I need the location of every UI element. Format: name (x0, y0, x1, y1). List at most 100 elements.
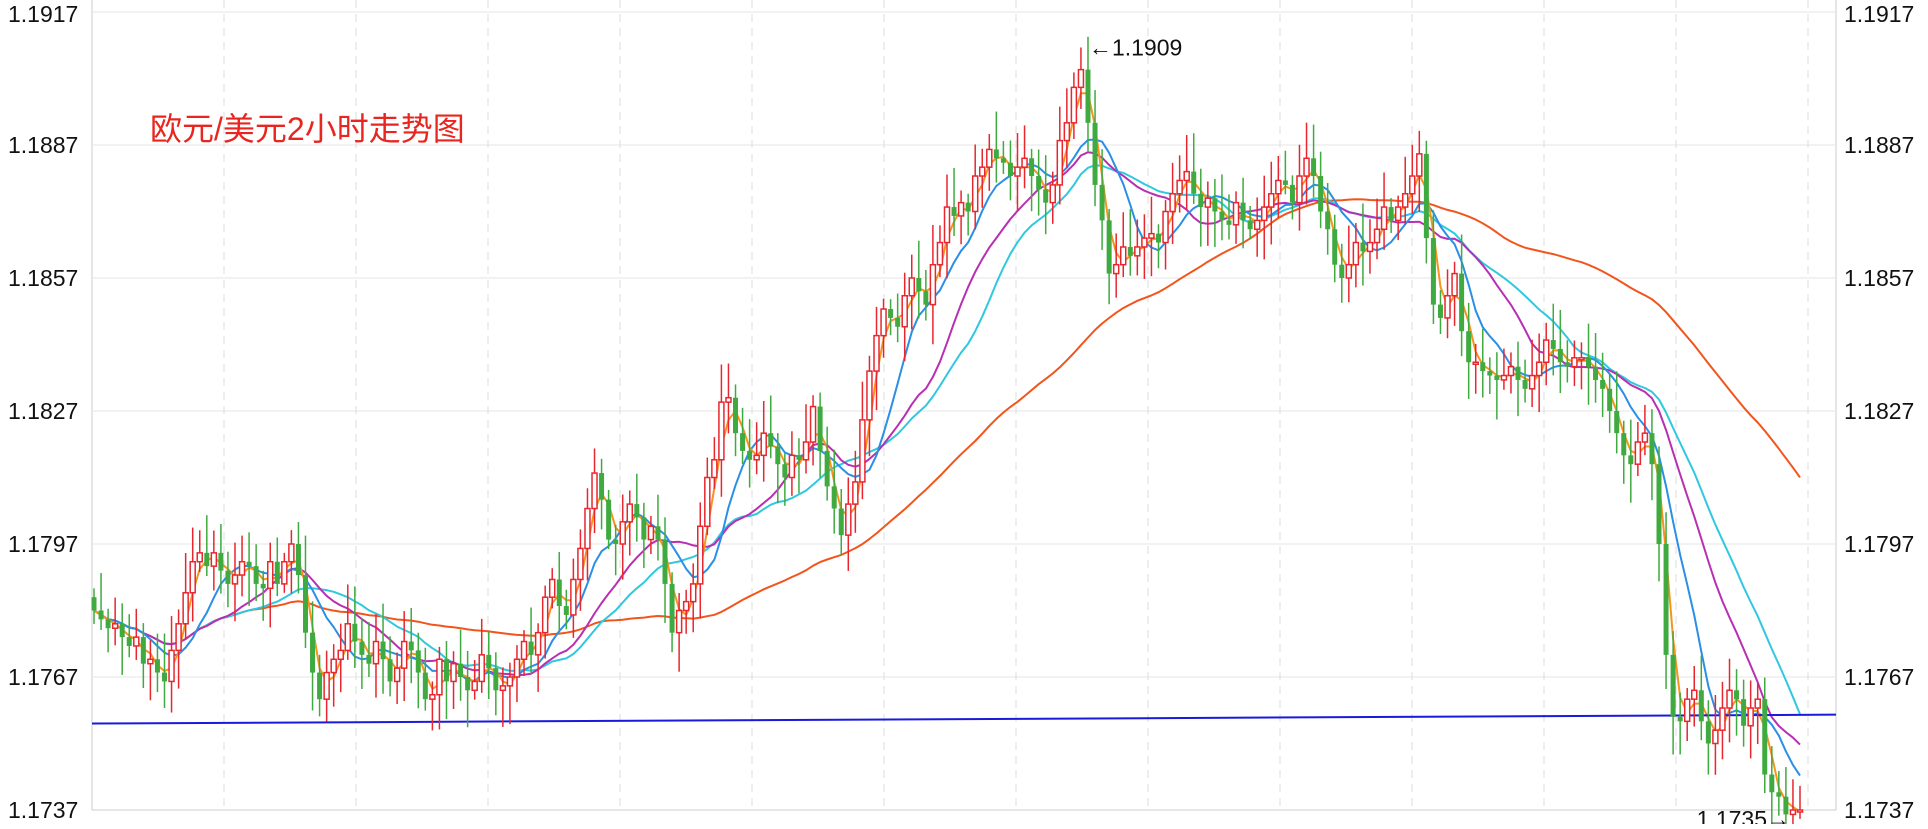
candle-down (1092, 122, 1098, 185)
candle-down (1769, 774, 1775, 793)
candle-up (1726, 689, 1733, 709)
candle-up (1507, 365, 1515, 377)
candle-up (189, 560, 196, 594)
candle-up (541, 596, 549, 634)
candle-down (1698, 690, 1704, 722)
candle-up (1253, 219, 1261, 230)
candle-up (859, 419, 866, 483)
candle-down (1311, 158, 1317, 177)
candle-up (196, 552, 203, 563)
candle-up (1535, 361, 1543, 377)
candle-up (175, 623, 182, 652)
candle-up (520, 640, 528, 661)
candle-up (133, 636, 140, 647)
candle-down (352, 623, 358, 642)
candle-up (266, 560, 274, 590)
candle-up (1296, 175, 1303, 204)
candle-down (1550, 340, 1556, 349)
y-tick-label-right: 1.1827 (1844, 398, 1914, 424)
candle-up (1112, 263, 1120, 275)
candle-up (711, 459, 718, 479)
candle-down (923, 291, 929, 305)
candle-up (513, 658, 521, 678)
candle-down (408, 641, 414, 651)
candle-up (1691, 689, 1698, 700)
y-tick-label-left: 1.1857 (8, 265, 78, 291)
candle-down (1007, 162, 1013, 177)
candle-down (140, 637, 146, 664)
candle-up (1578, 357, 1585, 361)
candle-up (1409, 175, 1416, 195)
candle-down (1741, 699, 1747, 726)
candle-up (788, 454, 796, 479)
candle-up (1571, 357, 1578, 368)
candle-down (993, 149, 999, 159)
candle-up (802, 441, 810, 461)
candle-up (986, 148, 993, 168)
candle-down (669, 583, 675, 633)
candle-down (528, 641, 534, 655)
candle-up (1683, 698, 1691, 723)
candle-down (1600, 379, 1606, 389)
candle-up (1380, 206, 1388, 230)
candle-up (718, 401, 725, 461)
y-tick-label-right: 1.1917 (1844, 1, 1914, 27)
candle-down (838, 508, 844, 536)
candle-down (1515, 366, 1521, 380)
candle-up (182, 592, 189, 625)
candle-down (1522, 379, 1528, 389)
ma-purple-line (93, 151, 1801, 746)
candle-up (753, 454, 760, 461)
candle-down (831, 486, 837, 509)
candle-down (1663, 544, 1669, 655)
y-tick-label-left: 1.1917 (8, 1, 78, 27)
candle-up (619, 521, 626, 545)
candle-down (1029, 158, 1035, 177)
candle-down (1437, 304, 1443, 318)
candle-down (1628, 455, 1634, 465)
y-tick-label-left: 1.1797 (8, 531, 78, 557)
candle-up (1641, 432, 1649, 443)
candle-down (1593, 366, 1599, 380)
candle-down (662, 539, 668, 584)
candle-down (1219, 211, 1225, 221)
candle-up (288, 543, 295, 563)
candle-down (1586, 357, 1592, 367)
candle-up (577, 547, 584, 581)
candle-down (1198, 193, 1204, 208)
candle-up (936, 241, 944, 266)
candle-down (1155, 233, 1161, 243)
candle-up (584, 507, 591, 550)
candle-down (1705, 721, 1711, 744)
candle-down (1494, 375, 1500, 380)
candle-down (613, 539, 619, 544)
candle-up (1162, 210, 1169, 244)
candle-down (817, 406, 823, 451)
candle-down (768, 433, 774, 447)
candle-down (458, 663, 464, 677)
candle-down (1466, 331, 1472, 363)
support-line (91, 713, 1837, 725)
candle-up (1063, 122, 1071, 142)
candle-up (943, 206, 951, 244)
candle-up (1134, 246, 1141, 257)
candle-up (809, 405, 817, 443)
candle-up (971, 175, 979, 213)
candle-up (1275, 179, 1282, 195)
candle-down (1430, 238, 1436, 305)
y-tick-label-right: 1.1737 (1844, 797, 1914, 823)
candle-up (1352, 241, 1360, 266)
candle-up (1345, 263, 1353, 279)
candle-down (126, 637, 132, 646)
y-tick-label-left: 1.1737 (8, 797, 78, 823)
candle-up (506, 676, 514, 687)
candle-up (534, 631, 542, 656)
candle-up (1070, 86, 1078, 124)
candle-down (1776, 792, 1782, 797)
candle-down (1360, 242, 1366, 252)
candle-down (951, 207, 957, 216)
candle-up (675, 609, 683, 634)
candle-down (1000, 158, 1006, 163)
candle-up (1141, 237, 1148, 248)
candle-up (929, 263, 937, 306)
